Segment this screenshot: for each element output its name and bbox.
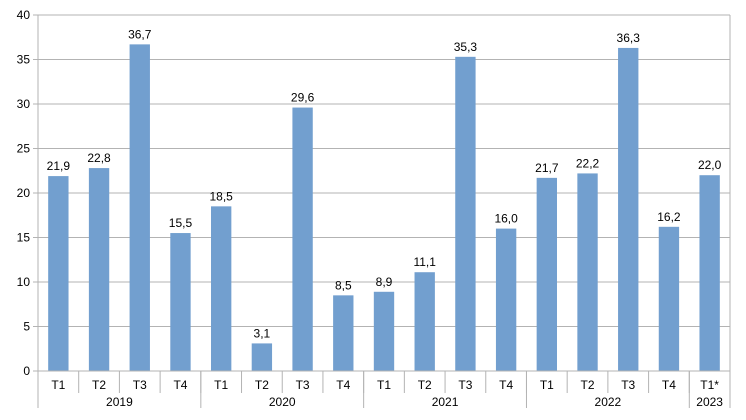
y-tick-label: 20 [17,186,31,200]
bar [658,226,680,371]
y-tick-label: 35 [17,53,31,67]
data-label: 15,5 [169,216,193,230]
x-group-label: 2021 [432,395,459,409]
x-tick-label: T4 [173,378,187,392]
bar [170,233,191,371]
data-label: 21,9 [47,159,71,173]
y-tick-label: 40 [17,8,31,22]
y-tick-label: 5 [23,320,30,334]
bar [48,176,69,371]
gridlines [38,14,730,372]
x-tick-label: T1 [51,378,65,392]
x-tick-label: T4 [662,378,676,392]
bar [495,228,517,371]
bar [88,168,110,371]
bar [618,47,639,372]
data-label: 3,1 [254,326,271,340]
x-group-label: 2020 [269,395,296,409]
data-label: 22,2 [576,156,600,170]
bar [251,343,273,371]
x-tick-label: T4 [336,378,350,392]
data-label: 36,7 [128,27,152,41]
x-group-label: 2022 [595,395,622,409]
data-label: 35,3 [454,40,478,54]
data-label: 16,0 [494,212,518,226]
x-tick-label: T2 [418,378,432,392]
y-tick-label: 0 [23,364,30,378]
data-label: 8,5 [335,278,352,292]
bar [373,291,395,371]
x-tick-label: T3 [621,378,635,392]
x-tick-label: T4 [499,378,513,392]
bar [211,206,232,371]
axes [33,14,731,408]
data-label: 16,2 [657,210,681,224]
x-tick-label: T1* [700,378,719,392]
x-tick-label: T1 [377,378,391,392]
bar [699,175,720,371]
x-tick-label: T3 [133,378,147,392]
x-tick-label: T1 [214,378,228,392]
x-tick-label: T3 [296,378,310,392]
bar [129,44,150,372]
y-tick-label: 10 [17,275,31,289]
bar [577,173,598,371]
bar [536,177,557,371]
data-label: 29,6 [291,91,315,105]
y-tick-label: 30 [17,97,31,111]
x-tick-label: T2 [255,378,269,392]
data-label: 22,8 [87,151,111,165]
x-tick-label: T2 [92,378,106,392]
y-tick-label: 15 [17,231,31,245]
data-label: 18,5 [209,189,233,203]
x-tick-label: T2 [581,378,595,392]
bar [414,272,435,371]
x-group-label: 2019 [106,395,133,409]
bars [48,44,720,372]
x-tick-label: T1 [540,378,554,392]
data-label: 8,9 [376,275,393,289]
data-label: 36,3 [617,31,641,45]
x-group-label: 2023 [696,395,723,409]
bar [455,56,476,371]
x-tick-label: T3 [458,378,472,392]
data-label: 11,1 [413,255,436,269]
y-tick-label: 25 [17,142,31,156]
bar [333,295,354,371]
labels: 0 5 10 15 20 25 30 35 40 21,9 T1 22,8 T2 36,7 T3 15,5 T4… [17,8,724,409]
data-label: 21,7 [535,161,559,175]
data-label: 22,0 [698,158,722,172]
bar [292,107,313,371]
